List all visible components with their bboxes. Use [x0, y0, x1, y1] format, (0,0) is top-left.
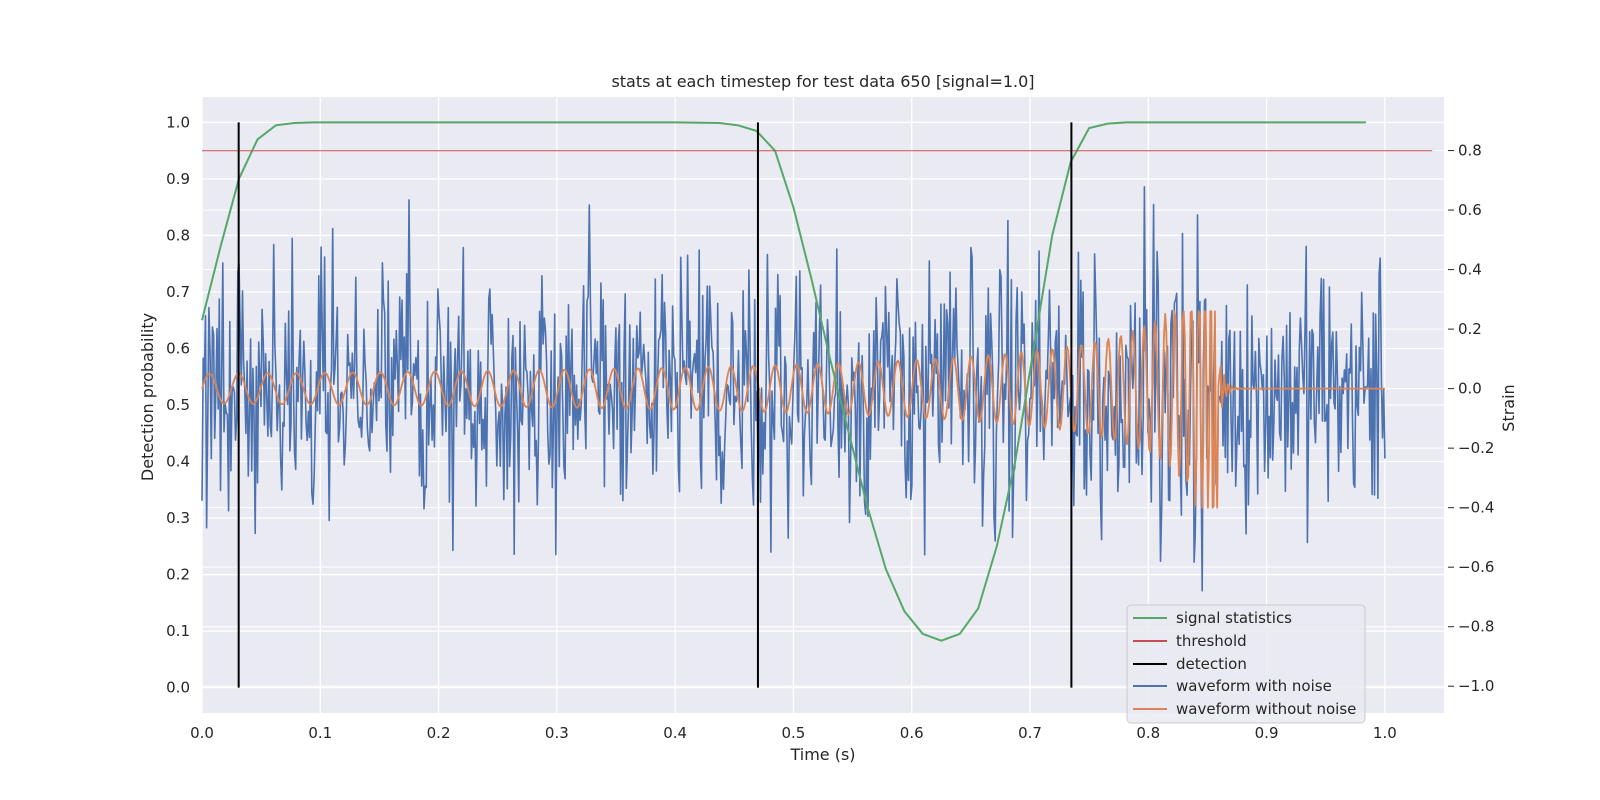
- y-left-tick-label: 0.8: [166, 226, 190, 244]
- chart-title: stats at each timestep for test data 650…: [611, 72, 1034, 91]
- y-right-tick-label: 0.6: [1458, 201, 1482, 219]
- x-tick-label: 0.1: [308, 724, 332, 742]
- x-tick-label: 0.0: [190, 724, 214, 742]
- y-left-tick-label: 0.2: [166, 566, 190, 584]
- x-tick-label: 0.4: [663, 724, 687, 742]
- y-right-tick-label: 0.2: [1458, 320, 1482, 338]
- series-signal-statistics: [201, 121, 1366, 642]
- series-waveform-without-noise: [201, 310, 1385, 509]
- y-right-tick-label: 0.0: [1458, 380, 1482, 398]
- tick-layer: 0.0 0.1 0.2 0.3 0.4 0.5 0.6 0.7 0.8 0.9 1.0 0.0 0.1 0…: [166, 113, 1494, 742]
- y-right-tick-label: −1.0: [1458, 677, 1494, 695]
- y-right-tick-label: −0.8: [1458, 618, 1494, 636]
- detection-layer: [237, 122, 1073, 688]
- y-left-tick-label: 0.3: [166, 509, 190, 527]
- x-tick-label: 0.2: [427, 724, 451, 742]
- y-left-tick-label: 1.0: [166, 113, 190, 131]
- legend-label-detection: detection: [1176, 655, 1247, 673]
- y-left-tick-label: 0.5: [166, 396, 190, 414]
- y-left-tick-label: 0.9: [166, 170, 190, 188]
- y-right-tick-label: −0.2: [1458, 439, 1494, 457]
- legend-label-signal-statistics: signal statistics: [1176, 609, 1292, 627]
- legend-label-waveform-without-noise: waveform without noise: [1176, 700, 1356, 718]
- stats-series-layer: [201, 121, 1366, 642]
- y-right-tick-label: −0.4: [1458, 499, 1494, 517]
- y-right-tick-label: 0.4: [1458, 261, 1482, 279]
- legend-label-waveform-with-noise: waveform with noise: [1176, 677, 1332, 695]
- legend-label-threshold: threshold: [1176, 632, 1247, 650]
- x-tick-label: 0.7: [1018, 724, 1042, 742]
- y-left-tick-label: 0.7: [166, 283, 190, 301]
- y-right-tick-label: −0.6: [1458, 558, 1494, 576]
- x-tick-label: 0.3: [545, 724, 569, 742]
- x-tick-label: 0.8: [1136, 724, 1160, 742]
- legend-box: [1126, 604, 1366, 724]
- x-tick-label: 0.6: [900, 724, 924, 742]
- x-axis-label: Time (s): [789, 745, 855, 764]
- y-left-tick-label: 0.1: [166, 622, 190, 640]
- clean-series-layer: [201, 310, 1385, 509]
- legend: signal statistics threshold detection wa…: [1126, 604, 1366, 724]
- y-left-tick-label: 0.4: [166, 453, 190, 471]
- y-right-tick-label: 0.8: [1458, 142, 1482, 160]
- x-tick-label: 0.9: [1255, 724, 1279, 742]
- y-left-tick-label: 0.6: [166, 339, 190, 357]
- y-axis-left-label: Detection probability: [138, 313, 157, 481]
- y-axis-right-label: Strain: [1499, 384, 1518, 431]
- x-tick-label: 0.5: [781, 724, 805, 742]
- x-tick-label: 1.0: [1373, 724, 1397, 742]
- y-left-tick-label: 0.0: [166, 679, 190, 697]
